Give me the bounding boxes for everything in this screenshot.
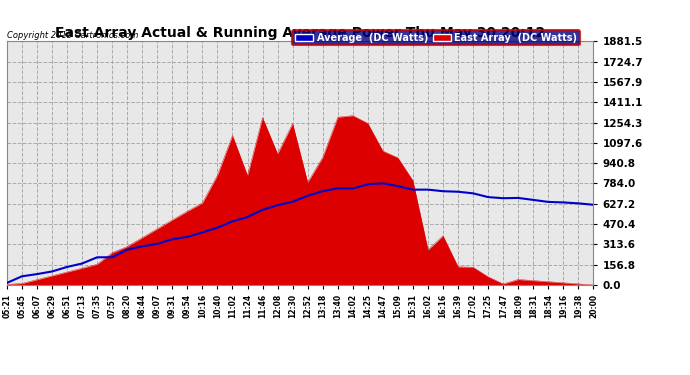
Legend: Average  (DC Watts), East Array  (DC Watts): Average (DC Watts), East Array (DC Watts… — [293, 30, 580, 45]
Title: East Array Actual & Running Average Power Thu May 30 20:12: East Array Actual & Running Average Powe… — [55, 26, 545, 40]
Text: Copyright 2013 Cartronics.com: Copyright 2013 Cartronics.com — [7, 31, 138, 40]
